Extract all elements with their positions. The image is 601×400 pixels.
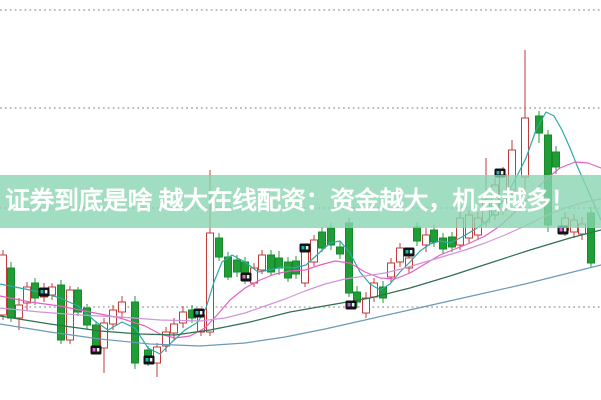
ma-fast-teal [0, 111, 601, 355]
candle-up [258, 250, 266, 274]
event-marker-icon [299, 243, 311, 253]
candle-down [275, 251, 283, 275]
candle-up [23, 282, 31, 310]
event-marker-icon [143, 355, 155, 365]
candle-up [396, 243, 404, 267]
candle-down [318, 227, 326, 252]
event-marker-icon [90, 345, 102, 355]
candle-down [284, 257, 292, 282]
candle-up [170, 318, 178, 340]
event-marker-icon [403, 247, 415, 257]
candle-down [535, 111, 543, 143]
candle-up [15, 298, 23, 330]
candle-up [179, 306, 187, 328]
candle-up [422, 228, 430, 252]
candle-up [118, 296, 126, 318]
candle-down [353, 286, 361, 308]
candle-up [362, 292, 370, 318]
candle-down [345, 218, 353, 297]
candle-up [153, 343, 161, 377]
ma-slow-darkgreen [0, 229, 601, 336]
candle-down [552, 146, 560, 174]
event-marker-icon [240, 272, 252, 282]
event-marker-icon [193, 308, 205, 318]
candle-down [439, 233, 447, 254]
candle-down [74, 287, 82, 316]
candle-up [387, 258, 395, 282]
promo-banner: 证券到底是啥 越大在线配资：资金越大，机会越多！ [0, 175, 601, 228]
promo-banner-text: 证券到底是啥 越大在线配资：资金越大，机会越多！ [5, 187, 575, 215]
candle-up [310, 235, 318, 266]
candle-down [336, 241, 344, 259]
candle-up [521, 50, 529, 195]
event-markers-group [38, 168, 569, 365]
candle-down [233, 255, 241, 277]
candle-up [370, 278, 378, 302]
event-marker-icon [38, 287, 50, 297]
candle-up [301, 247, 309, 287]
candle-down [267, 250, 275, 276]
candle-down [7, 262, 15, 322]
candle-down [224, 252, 232, 280]
event-marker-icon [345, 300, 357, 310]
ma-slowest-steelblue [0, 264, 601, 347]
candle-up [48, 283, 56, 300]
candle-down [379, 281, 387, 303]
candle-down [215, 233, 223, 261]
